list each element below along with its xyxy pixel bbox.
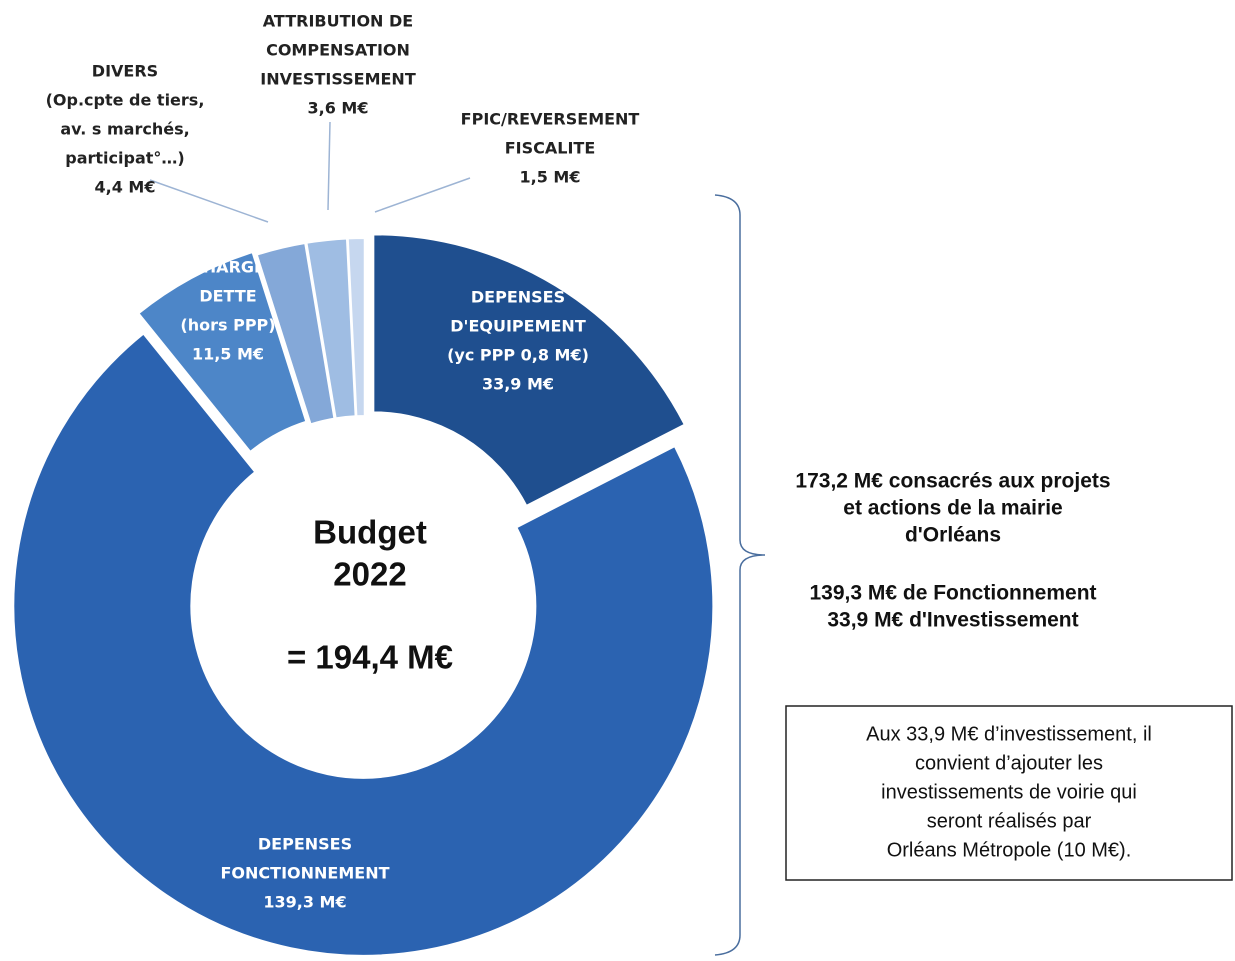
breakdown-text: 139,3 M€ de Fonctionnement bbox=[809, 582, 1096, 605]
note-box bbox=[785, 705, 1233, 881]
value-label: 11,5 M€ bbox=[192, 345, 264, 364]
note-text: seront réalisés par bbox=[927, 810, 1092, 832]
slice-label: FONCTIONNEMENT bbox=[221, 864, 390, 883]
slice-label: (Op.cpte de tiers, bbox=[46, 91, 205, 110]
slice-label: (hors PPP) bbox=[180, 316, 275, 335]
slice-label: DIVERS bbox=[92, 62, 158, 81]
slice bbox=[255, 241, 336, 426]
slice-label: DEPENSES bbox=[471, 288, 565, 307]
slice-label: FISCALITE bbox=[505, 139, 596, 158]
slice-label: DETTE bbox=[199, 287, 256, 306]
slice-label: CHARGE bbox=[191, 258, 265, 277]
note-text: investissements de voirie qui bbox=[881, 781, 1137, 803]
slice bbox=[372, 233, 687, 508]
summary-text: et actions de la mairie bbox=[843, 497, 1062, 520]
slice-label: FPIC/REVERSEMENT bbox=[461, 110, 640, 129]
value-label: 33,9 M€ bbox=[482, 375, 554, 394]
center-text: 2022 bbox=[333, 556, 406, 593]
value-label: 4,4 M€ bbox=[95, 178, 156, 197]
leader-line bbox=[149, 179, 269, 223]
summary-text: d'Orléans bbox=[905, 524, 1001, 547]
value-label: 139,3 M€ bbox=[263, 893, 346, 912]
value-label: 1,5 M€ bbox=[520, 168, 581, 187]
note-text: convient d’ajouter les bbox=[915, 752, 1103, 774]
slice-label: D'EQUIPEMENT bbox=[450, 317, 586, 336]
value-label: 3,6 M€ bbox=[308, 99, 369, 118]
slice-label: DEPENSES bbox=[258, 835, 352, 854]
slice-label: (yc PPP 0,8 M€) bbox=[447, 346, 589, 365]
breakdown-text: 33,9 M€ d'Investissement bbox=[827, 609, 1078, 632]
leader-line bbox=[374, 177, 471, 213]
slice-label: ATTRIBUTION DE bbox=[263, 12, 413, 31]
note-text: Aux 33,9 M€ d’investissement, il bbox=[866, 723, 1152, 745]
slice bbox=[12, 332, 715, 957]
slice bbox=[137, 250, 308, 454]
slice-label: av. s marchés, bbox=[60, 120, 189, 139]
slice bbox=[346, 237, 366, 418]
slice-label: participat°…) bbox=[65, 149, 184, 168]
center-text: Budget bbox=[313, 514, 427, 551]
slice-label: COMPENSATION bbox=[266, 41, 410, 60]
bracket bbox=[714, 194, 766, 956]
note-text: Orléans Métropole (10 M€). bbox=[887, 839, 1132, 861]
summary-text: 173,2 M€ consacrés aux projets bbox=[795, 470, 1110, 493]
slice-label: INVESTISSEMENT bbox=[260, 70, 416, 89]
center-text: = 194,4 M€ bbox=[287, 639, 453, 676]
leader-line bbox=[327, 121, 331, 211]
